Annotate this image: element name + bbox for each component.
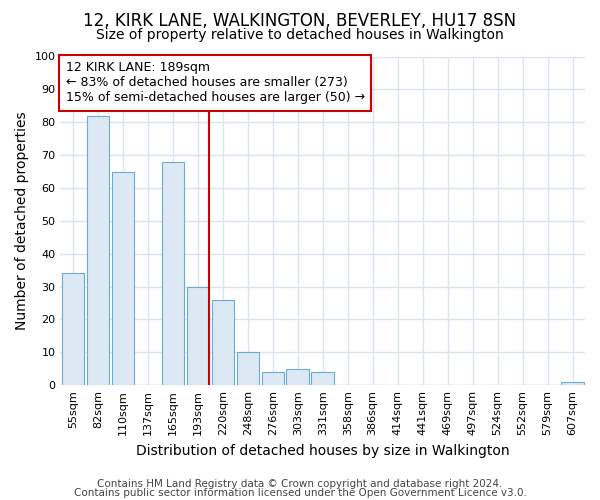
Text: 12 KIRK LANE: 189sqm
← 83% of detached houses are smaller (273)
15% of semi-deta: 12 KIRK LANE: 189sqm ← 83% of detached h… [65, 62, 365, 104]
Bar [262, 372, 284, 385]
Bar [561, 382, 584, 385]
Bar [212, 300, 234, 385]
Bar [236, 352, 259, 385]
Bar [286, 368, 309, 385]
Bar [187, 286, 209, 385]
Text: Size of property relative to detached houses in Walkington: Size of property relative to detached ho… [96, 28, 504, 42]
Y-axis label: Number of detached properties: Number of detached properties [15, 112, 29, 330]
Text: Contains public sector information licensed under the Open Government Licence v3: Contains public sector information licen… [74, 488, 526, 498]
Text: 12, KIRK LANE, WALKINGTON, BEVERLEY, HU17 8SN: 12, KIRK LANE, WALKINGTON, BEVERLEY, HU1… [83, 12, 517, 30]
Bar [112, 172, 134, 385]
Bar [161, 162, 184, 385]
Text: Contains HM Land Registry data © Crown copyright and database right 2024.: Contains HM Land Registry data © Crown c… [97, 479, 503, 489]
Bar [86, 116, 109, 385]
Bar [311, 372, 334, 385]
X-axis label: Distribution of detached houses by size in Walkington: Distribution of detached houses by size … [136, 444, 509, 458]
Bar [62, 274, 84, 385]
